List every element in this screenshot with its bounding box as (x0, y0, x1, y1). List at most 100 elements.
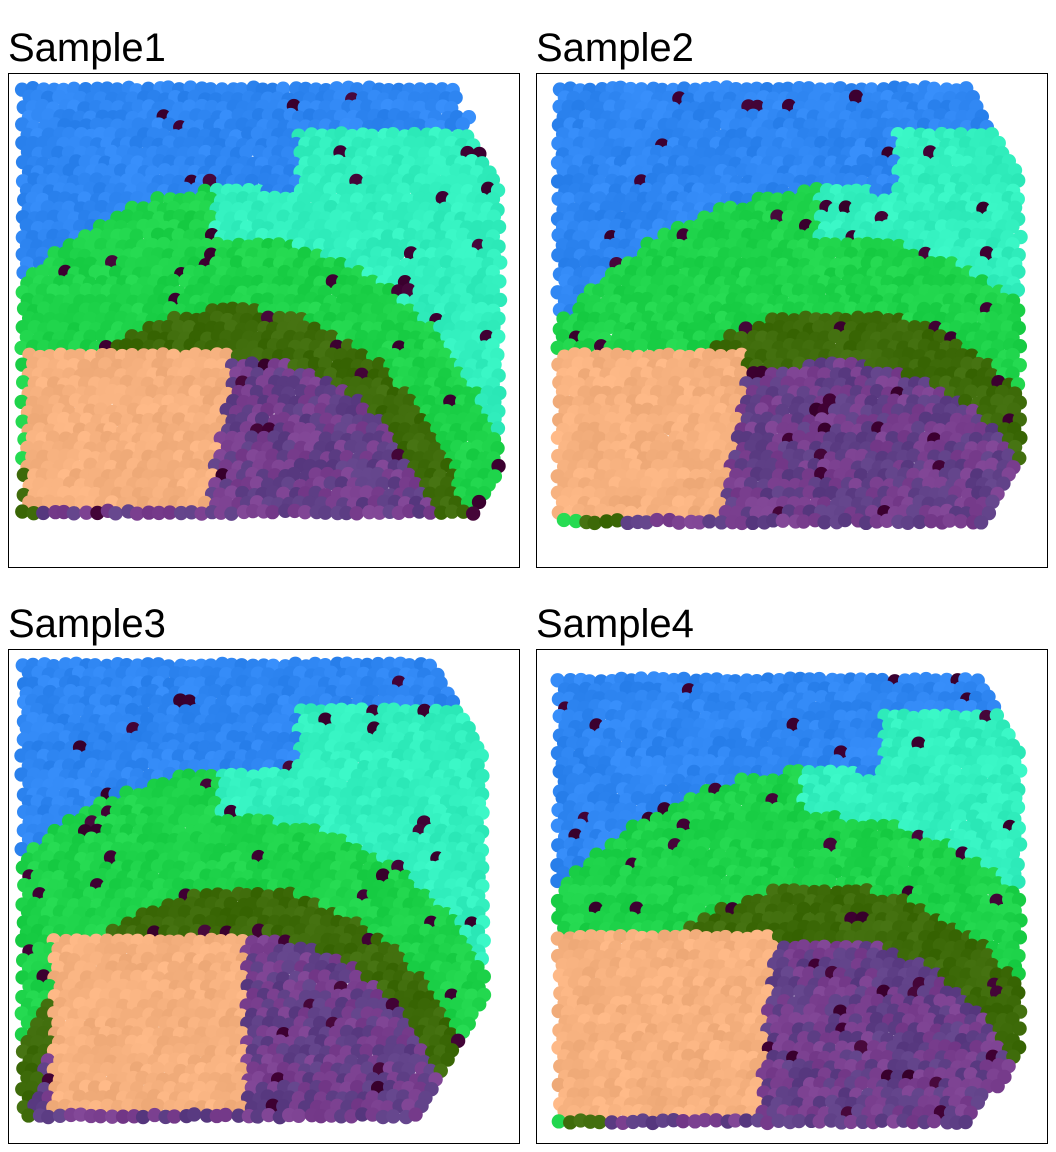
spot-point (598, 420, 613, 436)
spot-point (780, 282, 796, 298)
spot-point (323, 182, 338, 197)
spot-point (649, 512, 665, 528)
spot-point (840, 420, 855, 436)
spot-point (307, 154, 322, 169)
spot-point (119, 209, 135, 224)
spot-point (911, 420, 926, 436)
spot-point (796, 514, 811, 529)
spot-point (161, 319, 176, 335)
spot-point (771, 228, 786, 243)
spot-point (66, 506, 82, 521)
spot-point (304, 384, 319, 399)
spot-point (349, 506, 364, 521)
spot-point (464, 339, 479, 354)
spot-point (858, 515, 874, 531)
spot-point (166, 721, 181, 737)
spot-point (120, 485, 135, 500)
spot-point (765, 420, 780, 436)
spot-point (208, 683, 223, 699)
spot-point (433, 675, 448, 691)
spot-point (597, 458, 612, 473)
spot-point (912, 514, 927, 530)
spot-point (319, 412, 334, 427)
spot-point (79, 282, 94, 298)
spot-point (551, 448, 566, 464)
spot-point (94, 328, 110, 344)
spot-point (1010, 282, 1026, 298)
spot-point (265, 448, 280, 463)
spot-point (880, 219, 895, 234)
spot-point (985, 494, 1000, 509)
spot-point (115, 721, 130, 736)
spot-point (254, 411, 270, 427)
spot-point (235, 448, 250, 464)
spot-point (417, 439, 432, 454)
spot-point (455, 227, 471, 243)
spot-point (371, 117, 386, 132)
spot-point (676, 338, 691, 353)
spot-point (492, 292, 508, 308)
spot-point (860, 457, 876, 472)
spot-point (619, 164, 634, 179)
spot-point (434, 505, 449, 520)
spot-point (942, 513, 957, 528)
spot-point (837, 512, 853, 528)
spot-point (385, 329, 401, 345)
spot-point (439, 255, 455, 270)
spot-point (460, 367, 475, 382)
spot-point (424, 98, 440, 114)
spot-point (359, 485, 374, 500)
spot-point (812, 320, 827, 335)
spot-point (41, 145, 56, 160)
spot-point (692, 108, 708, 124)
spot-point (850, 310, 866, 325)
panel-sample1 (8, 73, 520, 568)
spot-point (293, 145, 308, 160)
spot-point (933, 329, 948, 344)
spot-point (422, 674, 438, 690)
spot-point (702, 457, 717, 473)
spot-point (307, 356, 323, 372)
spot-point (755, 255, 770, 271)
spot-point (297, 505, 313, 520)
spot-point (782, 301, 797, 316)
spot-point (969, 503, 984, 519)
spot-point (960, 356, 975, 371)
spot-point (214, 712, 230, 727)
spot-point (701, 348, 717, 363)
panel-title-sample3: Sample3 (8, 602, 166, 646)
spot-point (603, 99, 618, 114)
spot-point (592, 283, 607, 298)
spot-point (471, 494, 487, 510)
spot-point (989, 319, 1005, 335)
spot-point (676, 301, 692, 317)
spot-point (265, 504, 280, 520)
spot-point (108, 506, 123, 521)
spot-point (568, 513, 584, 529)
spot-point (843, 172, 858, 187)
spot-point (396, 720, 411, 736)
spot-point (152, 485, 167, 501)
spot-point (19, 721, 35, 736)
spot-point (15, 117, 30, 132)
spot-point (869, 310, 884, 326)
spot-point (781, 172, 796, 188)
spot-point (339, 505, 354, 521)
spot-point (965, 200, 980, 215)
spot-point (58, 657, 73, 672)
spot-point (245, 711, 260, 726)
spot-point (141, 505, 157, 520)
spot-point (381, 711, 396, 726)
spot-point (556, 163, 571, 178)
spot-point (72, 702, 87, 717)
spot-point (928, 375, 944, 390)
scatter-plot-sample1 (14, 80, 508, 521)
spot-point (783, 228, 798, 243)
spot-point (188, 384, 203, 399)
spot-point (19, 218, 35, 233)
spot-point (375, 200, 390, 215)
spot-point (896, 319, 911, 334)
spot-point (474, 393, 489, 408)
spot-point (244, 319, 260, 335)
spot-point (723, 328, 738, 344)
